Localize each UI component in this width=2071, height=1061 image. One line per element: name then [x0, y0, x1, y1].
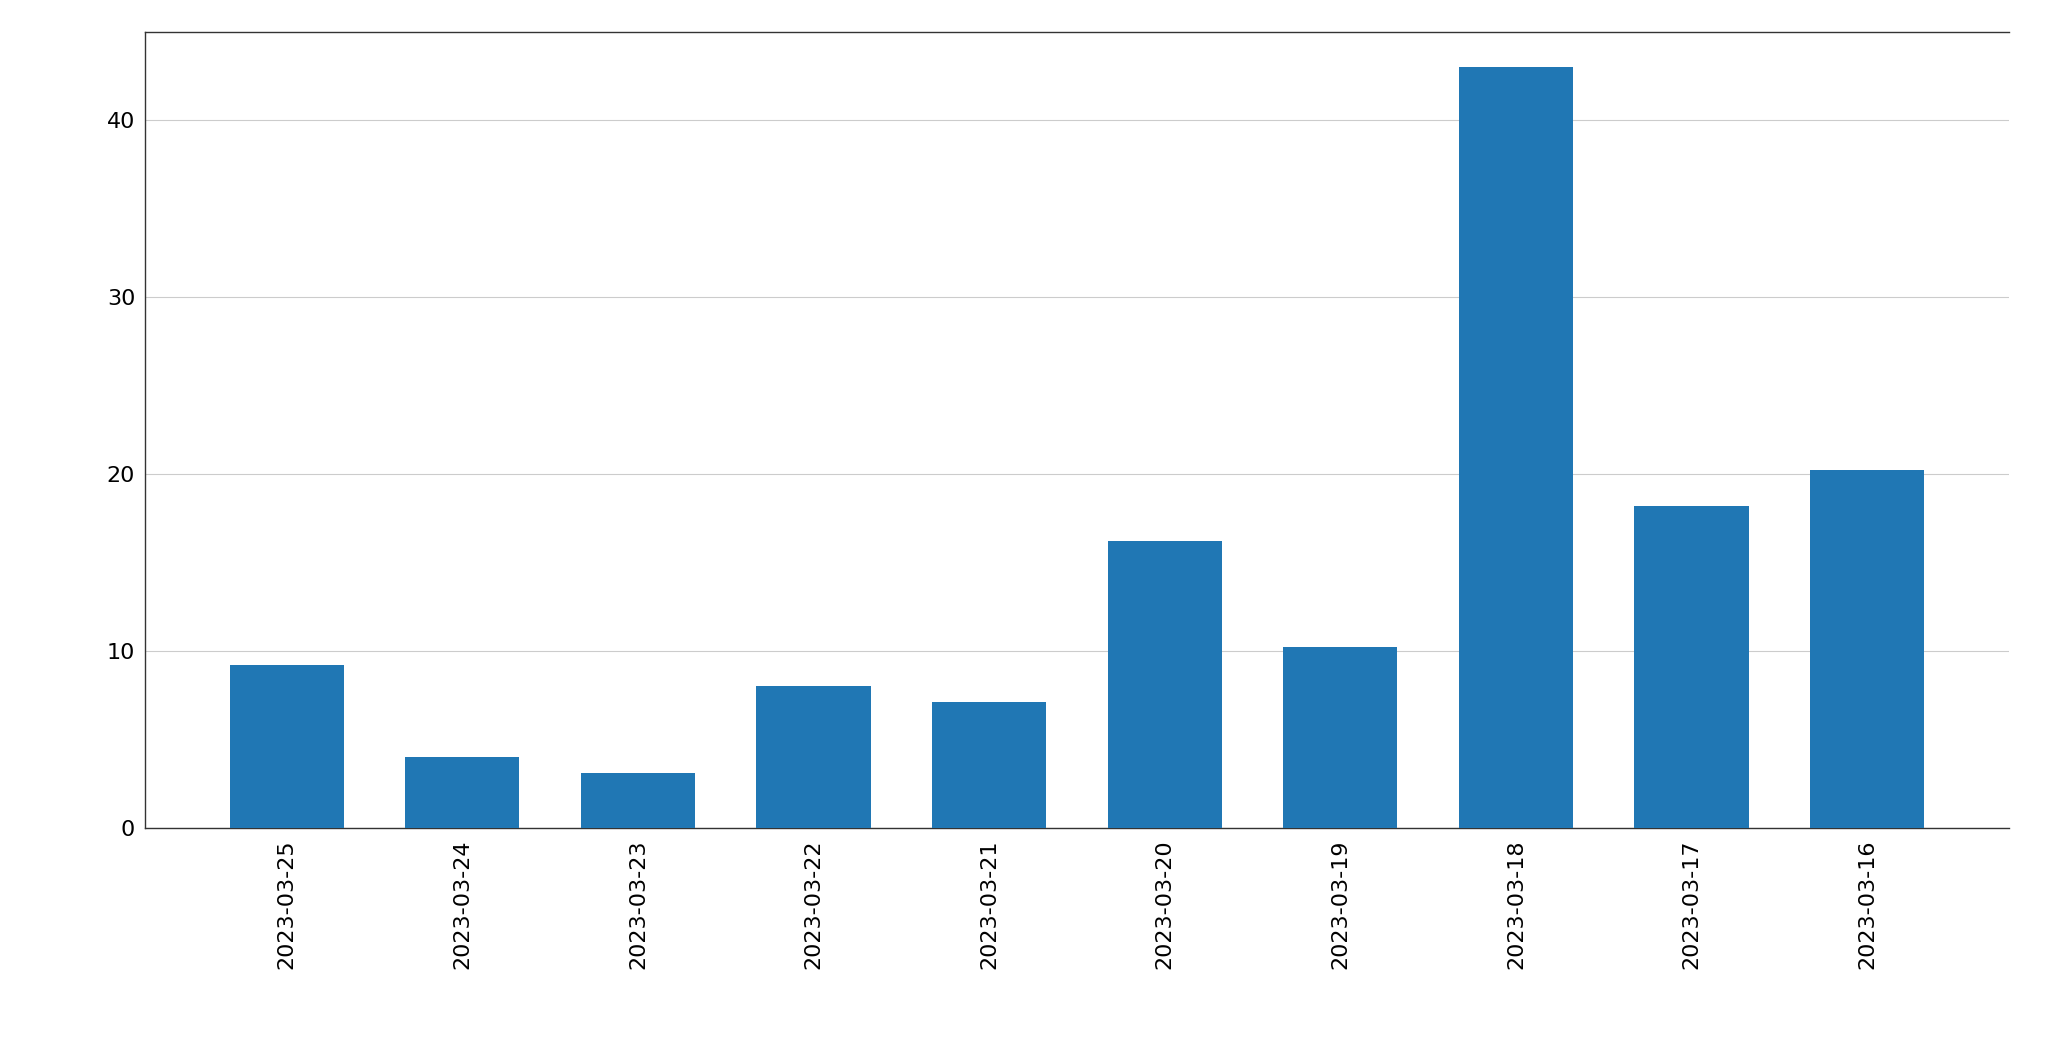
- Bar: [580, 772, 696, 828]
- Bar: [932, 702, 1046, 828]
- Bar: [406, 756, 520, 828]
- Bar: [230, 665, 344, 828]
- Bar: [1810, 470, 1924, 828]
- Bar: [1284, 647, 1398, 828]
- Bar: [1634, 506, 1748, 828]
- Bar: [756, 686, 870, 828]
- Bar: [1458, 67, 1574, 828]
- Bar: [1108, 541, 1222, 828]
